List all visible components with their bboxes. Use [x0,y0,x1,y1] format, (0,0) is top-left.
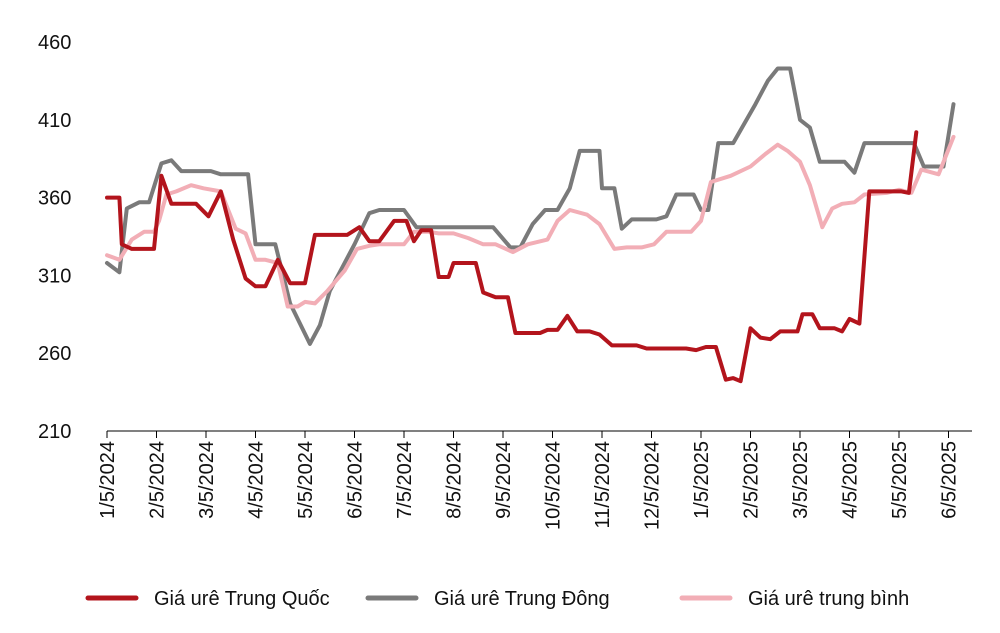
x-tick-label: 11/5/2024 [592,441,614,529]
x-tick-label: 3/5/2025 [790,441,812,519]
x-tick-label: 4/5/2025 [840,441,862,519]
x-tick-label: 4/5/2024 [246,441,268,519]
series-line-1 [105,130,919,384]
y-tick-label: 310 [38,265,71,287]
x-tick-label: 7/5/2024 [394,441,416,519]
x-tick-label: 1/5/2024 [97,441,119,519]
series-line-3 [105,134,956,309]
legend-label: Giá urê Trung Quốc [154,588,330,610]
legend: Giá urê Trung Quốc Giá urê Trung Đông Giá … [85,588,909,610]
x-tick-label: 2/5/2024 [147,441,169,519]
y-tick-label: 260 [38,343,71,365]
x-tick-label: 3/5/2024 [196,441,218,519]
series-layer [105,66,956,384]
x-tick-label: 6/5/2024 [345,441,367,519]
x-tick-label: 12/5/2024 [642,441,664,530]
x-tick-label: 1/5/2025 [691,441,713,519]
legend-label: Giá urê trung bình [748,588,909,610]
x-tick-label: 5/5/2025 [889,441,911,519]
x-tick-label: 8/5/2024 [444,441,466,519]
y-tick-label: 360 [38,188,71,210]
y-tick-label: 210 [38,421,71,443]
x-tick-label: 9/5/2024 [493,441,515,519]
x-tick-label: 10/5/2024 [543,441,565,530]
axes-layer: 210 260 310 360 410 460 1/5/2024 2/5/2024 3/5/20… [38,32,972,530]
x-tick-label: 6/5/2025 [939,441,961,519]
series-line-2 [105,66,956,346]
x-tick-label: 5/5/2024 [295,441,317,519]
legend-label: Giá urê Trung Đông [434,588,610,610]
y-tick-label: 410 [38,110,71,132]
x-tick-label: 2/5/2025 [741,441,763,519]
y-tick-label: 460 [38,32,71,54]
